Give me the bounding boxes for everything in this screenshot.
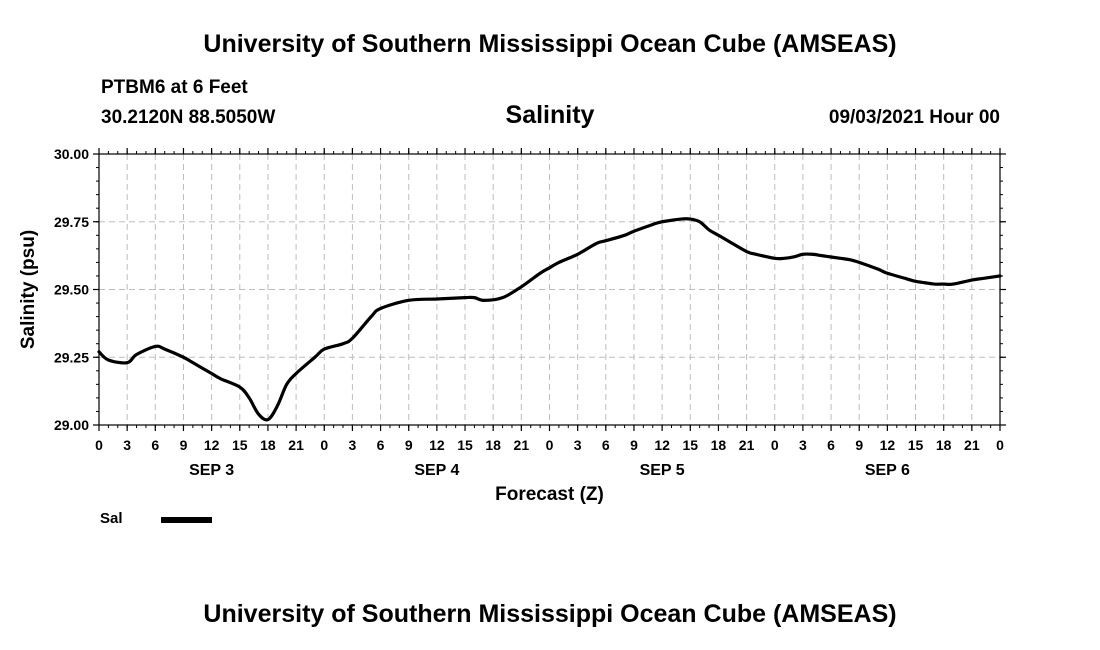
x-tick-label: 18 [260,437,276,453]
x-tick-label: 3 [123,437,131,453]
grid [99,154,1000,425]
x-tick-label: 3 [799,437,807,453]
y-axis-title: Salinity (psu) [18,230,39,349]
x-tick-label: 6 [151,437,159,453]
x-tick-label: 9 [630,437,638,453]
series-layer [97,217,1002,422]
x-tick-label: 0 [771,437,779,453]
y-tick-label: 29.25 [54,349,89,365]
y-tick-label: 29.50 [54,282,89,298]
legend-label: Sal [100,510,123,527]
x-tick-label: 12 [204,437,220,453]
x-tick-label: 0 [320,437,328,453]
x-tick-label: 21 [288,437,304,453]
salinity-line [97,217,1002,422]
x-tick-label: 21 [514,437,530,453]
y-tick-label: 29.75 [54,214,89,230]
x-tick-label: 18 [936,437,952,453]
x-tick-label: 0 [996,437,1004,453]
chart-title: Salinity [505,101,595,129]
x-tick-label: 21 [964,437,980,453]
x-axis-title: Forecast (Z) [495,484,604,505]
day-label: SEP 5 [640,462,685,479]
x-tick-label: 9 [405,437,413,453]
x-tick-label: 3 [349,437,357,453]
x-tick-label: 21 [739,437,755,453]
day-label: SEP 3 [189,462,234,479]
x-tick-label: 12 [429,437,445,453]
x-tick-label: 9 [180,437,188,453]
x-tick-label: 18 [711,437,727,453]
x-tick-label: 0 [546,437,554,453]
legend-swatch [161,517,212,523]
x-tick-label: 15 [908,437,924,453]
coordinates-label: 30.2120N 88.5050W [101,107,276,128]
x-tick-label: 6 [377,437,385,453]
x-tick-label: 6 [827,437,835,453]
x-tick-label: 15 [682,437,698,453]
x-tick-label: 3 [574,437,582,453]
forecast-datetime: 09/03/2021 Hour 00 [828,107,1000,128]
x-tick-label: 9 [855,437,863,453]
footer-title: University of Southern Mississippi Ocean… [203,600,897,628]
x-tick-label: 15 [457,437,473,453]
station-label: PTBM6 at 6 Feet [101,77,248,98]
x-tick-label: 12 [880,437,896,453]
x-tick-label: 18 [485,437,501,453]
axes: 29.00 29.25 29.50 29.75 30.00 0 3 6 9 12 15 18 21 0 3 6… [54,146,1006,479]
x-tick-label: 15 [232,437,248,453]
y-tick-label: 30.00 [54,146,89,162]
day-label: SEP 6 [865,462,910,479]
y-tick-label: 29.00 [54,417,89,433]
main-title: University of Southern Mississippi Ocean… [203,30,897,58]
x-tick-label: 6 [602,437,610,453]
day-label: SEP 4 [414,462,459,479]
x-tick-label: 12 [654,437,670,453]
x-tick-label: 0 [95,437,103,453]
